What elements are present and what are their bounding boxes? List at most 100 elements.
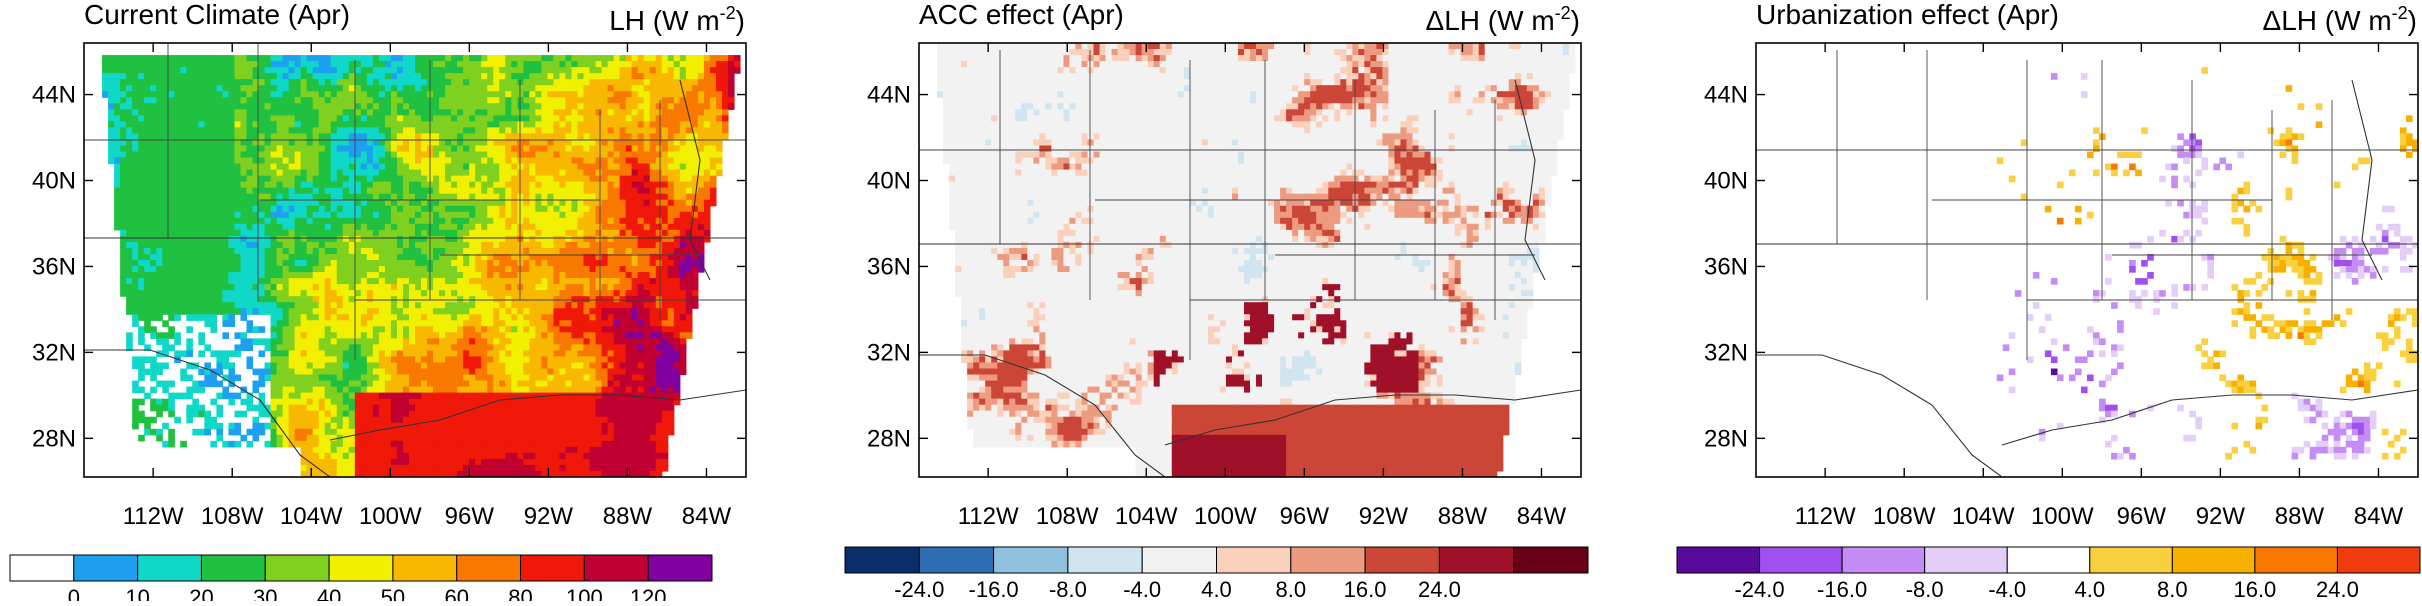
colorbar-label: -8.0 <box>1906 577 1944 601</box>
colorbar-label: 16.0 <box>2233 577 2276 601</box>
colorbar-box <box>1068 547 1142 573</box>
colorbar-label: 50 <box>381 585 405 601</box>
colorbar-box <box>1760 547 1843 573</box>
colorbar-box <box>1365 547 1439 573</box>
colorbar-label: -8.0 <box>1049 577 1087 601</box>
panel-title: Current Climate (Apr) <box>84 0 350 30</box>
lat-tick-label: 36N <box>867 253 911 280</box>
lon-tick-label: 112W <box>958 503 1019 530</box>
panel-urbanization-effect: Urbanization effect (Apr) ΔLH (W m-2) 44… <box>1704 0 2419 530</box>
colorbar-box <box>2090 547 2173 573</box>
colorbar-label: 8.0 <box>1276 577 1307 601</box>
panel-acc-effect: ACC effect (Apr) ΔLH (W m-2) 44N40N36N32… <box>867 0 1581 530</box>
lon-tick-label: 84W <box>1517 503 1567 530</box>
lat-tick-label: 40N <box>1704 168 1748 195</box>
colorbar-box <box>74 555 138 581</box>
colorbar-box <box>1217 547 1291 573</box>
colorbar-label: 24.0 <box>1418 577 1461 601</box>
colorbar-box <box>994 547 1068 573</box>
lon-tick-label: 92W <box>2196 503 2246 530</box>
lat-tick-label: 36N <box>32 253 76 280</box>
colorbar-box <box>201 555 265 581</box>
colorbar-box <box>1677 547 1760 573</box>
lat-tick-label: 44N <box>1704 82 1748 109</box>
colorbar-box <box>138 555 202 581</box>
colorbar-box <box>2337 547 2420 573</box>
lat-tick-label: 40N <box>867 168 911 195</box>
colorbar-label: -24.0 <box>894 577 944 601</box>
colorbar-box <box>10 555 74 581</box>
variable-label: ΔLH (W m-2) <box>2263 3 2417 36</box>
lon-tick-label: 108W <box>1036 503 1099 530</box>
lon-tick-label: 96W <box>445 503 495 530</box>
lat-tick-label: 44N <box>32 82 76 109</box>
colorbar-box <box>845 547 919 573</box>
colorbar-label: 4.0 <box>2074 577 2105 601</box>
lon-tick-label: 104W <box>1115 503 1178 530</box>
colorbar-label: 24.0 <box>2316 577 2359 601</box>
colorbar-label: -24.0 <box>1734 577 1784 601</box>
lon-tick-label: 108W <box>201 503 264 530</box>
lat-tick-label: 28N <box>1704 425 1748 452</box>
lon-tick-label: 96W <box>2117 503 2167 530</box>
map-field <box>84 43 746 478</box>
variable-label: ΔLH (W m-2) <box>1426 3 1580 36</box>
colorbar-box <box>2255 547 2338 573</box>
colorbar-label: 4.0 <box>1201 577 1232 601</box>
lon-tick-label: 88W <box>2275 503 2325 530</box>
lon-tick-label: 92W <box>524 503 574 530</box>
colorbar-label: 60 <box>444 585 468 601</box>
colorbar-label: 100 <box>566 585 603 601</box>
panel-title: ACC effect (Apr) <box>919 0 1124 30</box>
panel-current-climate: Current Climate (Apr) LH (W m-2) 44N 40N 3… <box>32 0 746 530</box>
colorbar-box <box>457 555 521 581</box>
lon-tick-label: 88W <box>1438 503 1488 530</box>
lon-tick-label: 96W <box>1280 503 1330 530</box>
colorbar-box <box>1925 547 2008 573</box>
lat-tick-label: 32N <box>1704 339 1748 366</box>
lat-tick-label: 28N <box>867 425 911 452</box>
lon-tick-label: 108W <box>1873 503 1936 530</box>
colorbar-box <box>1142 547 1216 573</box>
lon-tick-label: 100W <box>1194 503 1257 530</box>
colorbar-box <box>393 555 457 581</box>
colorbar-box <box>584 555 648 581</box>
colorbar-label: 20 <box>189 585 213 601</box>
colorbar-box <box>2007 547 2090 573</box>
panel-title: Urbanization effect (Apr) <box>1756 0 2059 30</box>
lat-tick-label: 28N <box>32 425 76 452</box>
lon-tick-label: 100W <box>359 503 422 530</box>
lh-field <box>102 55 741 478</box>
colorbar-label: 16.0 <box>1344 577 1387 601</box>
colorbar-box <box>919 547 993 573</box>
lat-tick-label: 36N <box>1704 253 1748 280</box>
colorbar-box <box>265 555 329 581</box>
colorbar-box <box>1514 547 1588 573</box>
colorbar-box <box>1291 547 1365 573</box>
lon-tick-label: 104W <box>1952 503 2015 530</box>
dlh-field <box>937 43 1576 478</box>
colorbar-label: -4.0 <box>1988 577 2026 601</box>
colorbar-box <box>1439 547 1513 573</box>
lat-tick-label: 32N <box>32 339 76 366</box>
colorbar-label: 40 <box>317 585 341 601</box>
map-field <box>1756 50 2419 477</box>
colorbar-label: 10 <box>125 585 149 601</box>
colorbar-label: 0 <box>68 585 80 601</box>
variable-label: LH (W m-2) <box>609 3 745 36</box>
colorbar-label: -16.0 <box>1817 577 1867 601</box>
lon-tick-label: 100W <box>2031 503 2094 530</box>
dlh-field <box>1997 67 2419 459</box>
colorbar-label: 80 <box>508 585 532 601</box>
colorbar-label: 120 <box>630 585 667 601</box>
lon-tick-label: 112W <box>123 503 184 530</box>
lon-tick-label: 88W <box>603 503 653 530</box>
map-field <box>919 43 1581 478</box>
lat-tick-label: 40N <box>32 168 76 195</box>
colorbar-label: -16.0 <box>969 577 1019 601</box>
lon-tick-label: 84W <box>682 503 732 530</box>
